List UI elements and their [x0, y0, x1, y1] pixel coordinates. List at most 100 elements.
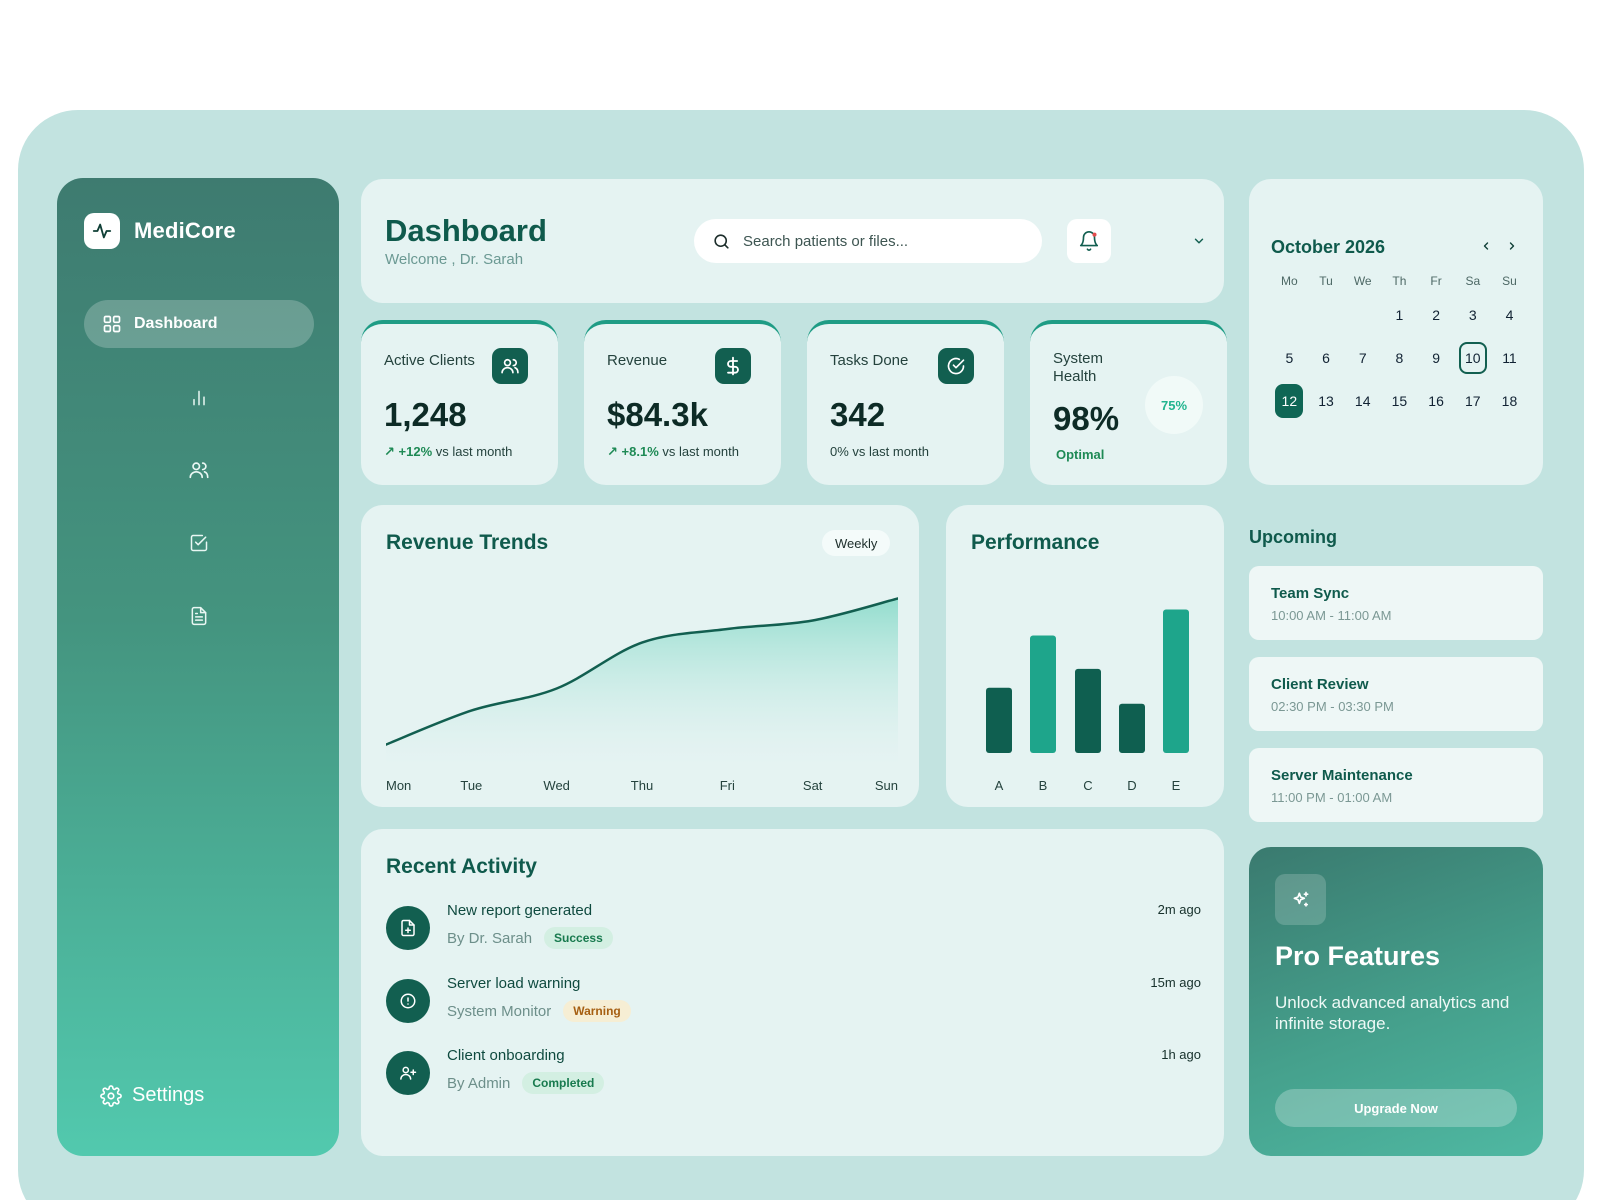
calendar-day[interactable]: 4 [1505, 306, 1514, 323]
search-icon [712, 232, 731, 251]
grid-icon [102, 314, 122, 334]
stat-card-revenue[interactable]: Revenue $84.3k ↗ +8.1% vs last month [584, 320, 781, 485]
performance-bar[interactable] [1163, 609, 1189, 753]
stat-card-tasks-done[interactable]: Tasks Done 342 0% vs last month [807, 320, 1004, 485]
activity-by: By Admin [447, 1074, 511, 1092]
calendar-day[interactable]: 3 [1468, 306, 1477, 323]
performance-bar[interactable] [1119, 703, 1145, 753]
calendar-week: 5 6 7 8 9 10 11 [1271, 336, 1531, 379]
sidebar: MediCore Dashboard Settings [57, 178, 339, 1156]
file-text-icon[interactable] [187, 604, 211, 628]
stat-delta-suffix: vs last month [435, 444, 513, 459]
search-box[interactable] [694, 219, 1042, 263]
bar-chart-icon[interactable] [187, 386, 211, 410]
x-tick-label: D [1127, 778, 1136, 793]
health-status: Optimal [1056, 447, 1105, 462]
activity-meta: By Dr. Sarah Success [447, 927, 613, 949]
calendar-day[interactable]: 15 [1391, 392, 1408, 409]
users-icon[interactable] [187, 458, 211, 482]
calendar-day[interactable]: 16 [1428, 392, 1444, 409]
sparkles-icon [1275, 874, 1326, 925]
user-plus-icon [386, 1051, 430, 1095]
calendar-week: 1 2 3 4 [1271, 293, 1531, 336]
pulse-icon [84, 213, 120, 249]
event-item[interactable]: Client Review 02:30 PM - 03:30 PM [1249, 657, 1543, 731]
calendar-day[interactable]: 1 [1395, 306, 1404, 323]
upcoming-title: Upcoming [1249, 527, 1337, 547]
calendar-day[interactable]: 9 [1432, 349, 1440, 366]
status-badge: Completed [522, 1072, 605, 1094]
notifications-button[interactable] [1067, 219, 1111, 263]
calendar-day[interactable]: 7 [1358, 349, 1367, 366]
period-toggle[interactable]: Weekly [822, 530, 891, 556]
revenue-line [386, 597, 898, 746]
calendar: October 2026 Mo Tu We Th Fr Sa Su 1 2 3 … [1249, 179, 1543, 485]
calendar-day[interactable]: 11 [1502, 349, 1517, 366]
activity-title: Client onboarding [447, 1047, 565, 1064]
event-name: Server Maintenance [1271, 767, 1413, 784]
today-marker: 10 [1458, 341, 1487, 374]
arrow-up-right-icon: ↗ [607, 444, 618, 459]
stat-card-system-health[interactable]: System Health 98% 75% Optimal [1030, 320, 1227, 485]
brand-name: MediCore [134, 218, 236, 243]
x-tick-label: Thu [631, 778, 653, 793]
event-time: 10:00 AM - 11:00 AM [1271, 608, 1392, 623]
header: Dashboard Welcome , Dr. Sarah [361, 179, 1224, 303]
activity-item[interactable]: Client onboarding By Admin Completed 1h … [386, 1047, 1201, 1097]
event-item[interactable]: Team Sync 10:00 AM - 11:00 AM [1249, 566, 1543, 640]
x-tick-label: A [995, 778, 1004, 793]
stat-delta: ↗ +8.1% vs last month [607, 444, 739, 460]
weekday-label: Th [1392, 274, 1407, 288]
stat-delta: ↗ +12% vs last month [384, 444, 512, 460]
activity-item[interactable]: Server load warning System Monitor Warni… [386, 975, 1201, 1025]
activity-time: 1h ago [1161, 1047, 1201, 1062]
calendar-day[interactable]: 17 [1464, 392, 1481, 409]
recent-activity-card: Recent Activity New report generated By … [361, 829, 1224, 1156]
check-circle-icon [938, 348, 974, 384]
bell-icon [1078, 230, 1100, 252]
weekday-label: Su [1502, 274, 1517, 288]
upgrade-button[interactable]: Upgrade Now [1275, 1089, 1517, 1127]
health-ring: 75% [1145, 376, 1203, 434]
x-tick-label: C [1083, 778, 1092, 793]
x-tick-label: Sat [803, 778, 823, 793]
calendar-day[interactable]: 18 [1501, 392, 1518, 409]
calendar-day-selected[interactable]: 12 [1271, 383, 1308, 418]
stat-delta-suffix: vs last month [852, 444, 930, 459]
stat-card-active-clients[interactable]: Active Clients 1,248 ↗ +12% vs last mont… [361, 320, 558, 485]
calendar-day-today[interactable]: 10 [1454, 341, 1491, 374]
calendar-day[interactable]: 6 [1322, 349, 1330, 366]
calendar-day[interactable]: 8 [1395, 349, 1404, 366]
calendar-day[interactable]: 5 [1285, 349, 1294, 366]
activity-item[interactable]: New report generated By Dr. Sarah Succes… [386, 902, 1201, 952]
chevron-right-icon[interactable] [1504, 237, 1520, 255]
brand[interactable]: MediCore [84, 213, 236, 249]
x-tick-label: Wed [543, 778, 570, 793]
file-plus-icon [386, 906, 430, 950]
stat-value: $84.3k [607, 396, 708, 433]
x-tick-label: Fri [720, 778, 735, 793]
stat-delta: 0% vs last month [830, 444, 929, 459]
calendar-day[interactable]: 2 [1432, 306, 1440, 323]
performance-bar[interactable] [986, 687, 1012, 753]
calendar-day[interactable]: 13 [1318, 392, 1334, 409]
performance-bar[interactable] [1075, 668, 1101, 753]
settings-link[interactable]: Settings [100, 1084, 204, 1107]
weekday-label: Sa [1465, 274, 1481, 288]
search-input[interactable] [743, 232, 1023, 250]
event-time: 02:30 PM - 03:30 PM [1271, 699, 1394, 714]
calendar-day[interactable]: 14 [1354, 392, 1371, 409]
arrow-up-right-icon: ↗ [384, 444, 395, 459]
weekday-label: Fr [1430, 274, 1442, 288]
chevron-left-icon[interactable] [1478, 237, 1494, 255]
event-item[interactable]: Server Maintenance 11:00 PM - 01:00 AM [1249, 748, 1543, 822]
revenue-area [386, 598, 898, 765]
stat-value: 98% [1053, 400, 1120, 437]
gear-icon [100, 1084, 122, 1107]
check-square-icon[interactable] [187, 531, 211, 555]
performance-bar[interactable] [1030, 635, 1056, 753]
sidebar-item-dashboard[interactable]: Dashboard [84, 300, 314, 348]
weekday-label: We [1353, 274, 1372, 288]
weekday-label: Mo [1281, 274, 1298, 288]
chevron-down-icon[interactable] [1189, 231, 1209, 251]
